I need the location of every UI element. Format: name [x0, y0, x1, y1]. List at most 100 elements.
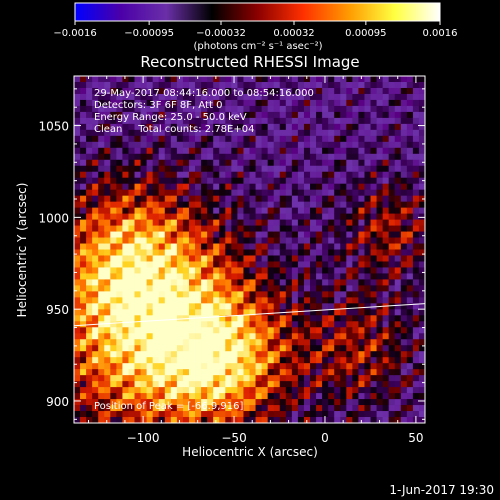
- heatmap-cell: [176, 321, 184, 328]
- heatmap-cell: [370, 417, 377, 423]
- heatmap-cell: [176, 159, 184, 167]
- heatmap-cell: [201, 363, 208, 370]
- heatmap-cell: [74, 345, 81, 352]
- heatmap-cell: [74, 279, 81, 286]
- heatmap-cell: [176, 363, 184, 370]
- heatmap-cell: [370, 243, 377, 250]
- heatmap-cell: [237, 381, 244, 388]
- heatmap-cell: [376, 411, 384, 418]
- heatmap-cell: [340, 321, 347, 328]
- heatmap-cell: [195, 207, 202, 214]
- heatmap-cell: [285, 321, 293, 328]
- heatmap-cell: [400, 159, 408, 167]
- heatmap-cell: [80, 381, 87, 388]
- heatmap-cell: [146, 159, 154, 167]
- heatmap-cell: [128, 255, 135, 262]
- heatmap-cell: [340, 363, 347, 370]
- heatmap-cell: [164, 129, 172, 137]
- heatmap-cell: [195, 81, 202, 89]
- heatmap-cell: [358, 273, 365, 280]
- heatmap-cell: [261, 369, 269, 376]
- heatmap-cell: [376, 357, 384, 364]
- heatmap-cell: [225, 231, 232, 238]
- heatmap-cell: [285, 273, 293, 280]
- heatmap-cell: [195, 363, 202, 370]
- heatmap-cell: [418, 273, 425, 280]
- heatmap-cell: [146, 363, 154, 370]
- heatmap-cell: [394, 207, 402, 214]
- heatmap-cell: [303, 99, 311, 107]
- heatmap-cell: [249, 99, 256, 107]
- heatmap-cell: [358, 171, 365, 179]
- heatmap-cell: [279, 183, 287, 191]
- heatmap-cell: [249, 129, 256, 137]
- heatmap-cell: [370, 309, 377, 316]
- heatmap-cell: [291, 147, 299, 155]
- heatmap-cell: [249, 279, 256, 286]
- heatmap-cell: [80, 291, 87, 298]
- heatmap-cell: [213, 303, 220, 310]
- heatmap-cell: [267, 237, 275, 244]
- heatmap-cell: [267, 105, 275, 113]
- heatmap-cell: [237, 183, 244, 191]
- heatmap-cell: [92, 219, 99, 226]
- heatmap-cell: [352, 369, 359, 376]
- heatmap-cell: [418, 267, 425, 274]
- heatmap-cell: [98, 327, 105, 334]
- heatmap-cell: [134, 117, 141, 125]
- heatmap-cell: [140, 273, 148, 280]
- heatmap-cell: [176, 393, 184, 400]
- heatmap-cell: [382, 105, 390, 113]
- heatmap-cell: [170, 363, 178, 370]
- heatmap-cell: [328, 285, 335, 292]
- heatmap-cell: [376, 105, 384, 113]
- heatmap-cell: [364, 321, 371, 328]
- heatmap-cell: [152, 225, 160, 232]
- heatmap-cell: [80, 387, 87, 394]
- heatmap-cell: [122, 297, 129, 304]
- heatmap-cell: [140, 165, 148, 173]
- heatmap-cell: [340, 183, 347, 191]
- heatmap-cell: [322, 387, 329, 394]
- heatmap-cell: [158, 141, 166, 149]
- heatmap-cell: [201, 153, 208, 161]
- heatmap-cell: [358, 297, 365, 304]
- heatmap-cell: [376, 309, 384, 316]
- heatmap-cell: [188, 285, 196, 292]
- heatmap-cell: [74, 369, 81, 376]
- heatmap-cell: [195, 177, 202, 185]
- heatmap-cell: [122, 117, 129, 125]
- heatmap-cell: [195, 159, 202, 167]
- heatmap-cell: [164, 135, 172, 143]
- heatmap-cell: [273, 129, 281, 137]
- heatmap-cell: [158, 267, 166, 274]
- heatmap-cell: [291, 393, 299, 400]
- heatmap-cell: [182, 76, 190, 83]
- heatmap-cell: [116, 285, 123, 292]
- heatmap-cell: [134, 147, 141, 155]
- colorbar-tick-label: 0.00032: [273, 28, 314, 39]
- heatmap-cell: [116, 219, 123, 226]
- heatmap-cell: [382, 153, 390, 161]
- heatmap-cell: [152, 363, 160, 370]
- heatmap-cell: [297, 129, 305, 137]
- heatmap-cell: [207, 123, 214, 131]
- heatmap-cell: [388, 171, 396, 179]
- heatmap-cell: [310, 111, 317, 119]
- heatmap-cell: [273, 165, 281, 173]
- heatmap-cell: [158, 195, 166, 203]
- heatmap-cell: [340, 249, 347, 256]
- heatmap-cell: [364, 405, 371, 412]
- heatmap-cell: [376, 297, 384, 304]
- heatmap-cell: [195, 129, 202, 137]
- heatmap-cell: [104, 339, 111, 346]
- heatmap-cell: [273, 321, 281, 328]
- heatmap-cell: [279, 369, 287, 376]
- heatmap-cell: [358, 333, 365, 340]
- heatmap-cell: [80, 285, 87, 292]
- heatmap-cell: [322, 309, 329, 316]
- heatmap-cell: [249, 243, 256, 250]
- heatmap-cell: [164, 297, 172, 304]
- heatmap-cell: [273, 315, 281, 322]
- heatmap-cell: [243, 387, 250, 394]
